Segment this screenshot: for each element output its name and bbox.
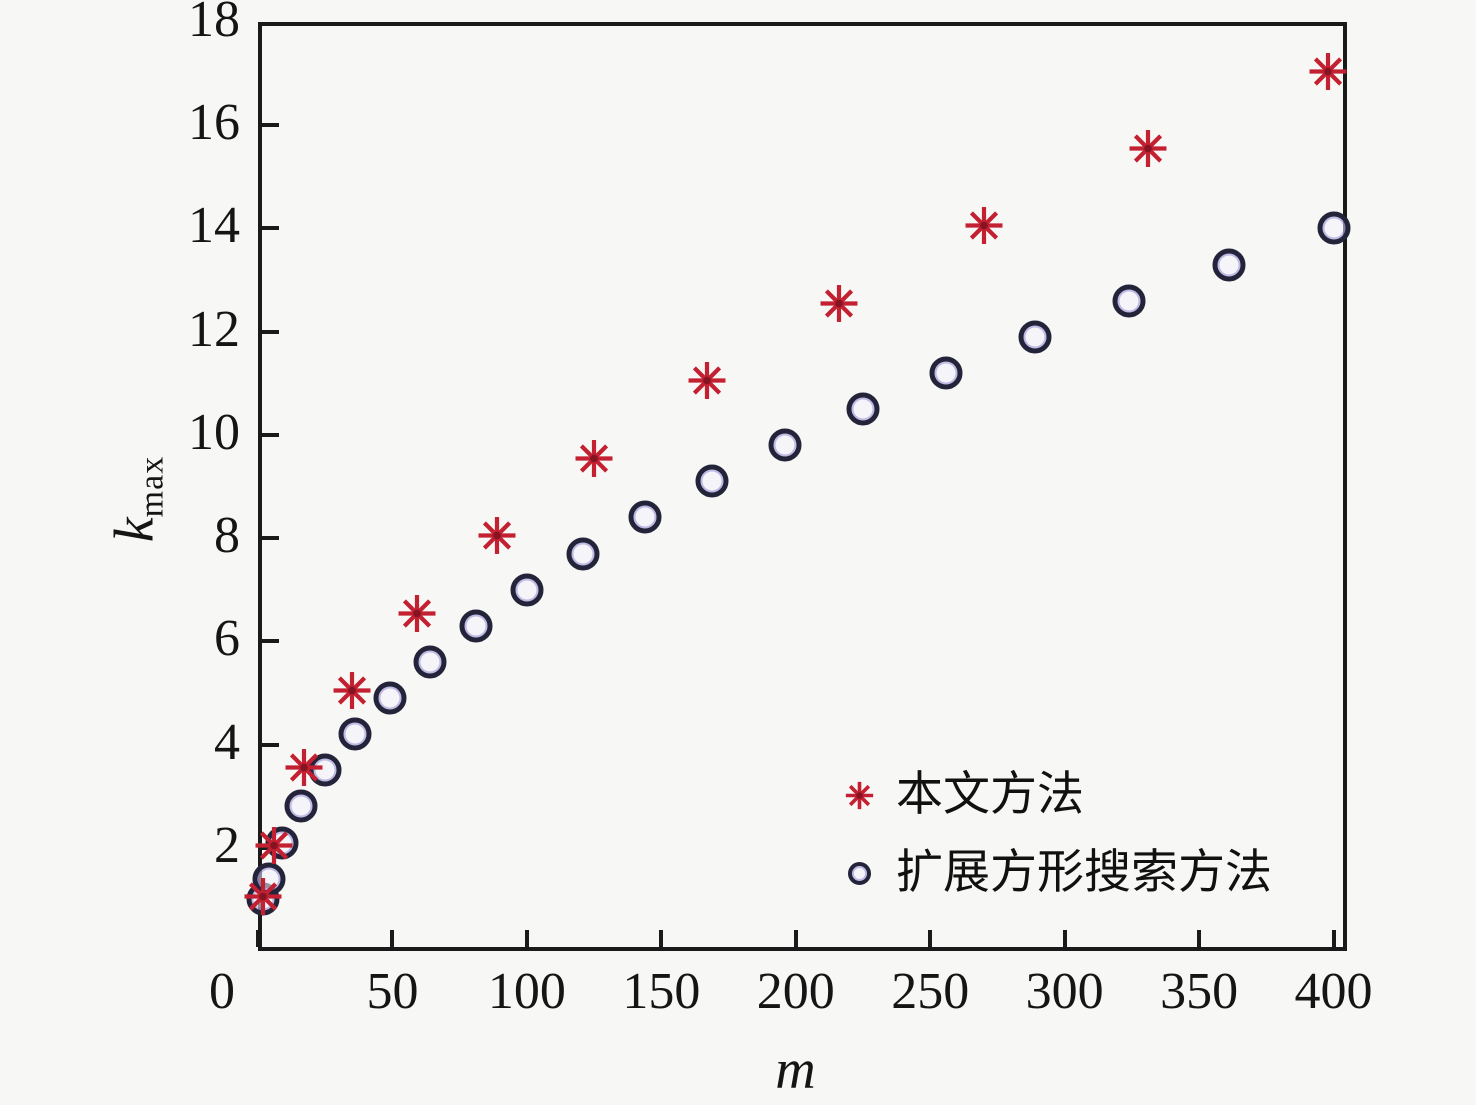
y-tick-mark	[262, 639, 279, 644]
y-tick-mark	[262, 329, 279, 334]
y-axis-label-subscript: max	[133, 455, 171, 517]
data-point-circle	[338, 717, 372, 751]
y-tick-label: 6	[214, 610, 240, 668]
data-point-asterisk	[253, 824, 295, 871]
y-tick-mark	[262, 742, 279, 747]
y-tick-mark	[262, 536, 279, 541]
x-tick-label: 100	[487, 963, 566, 1020]
y-axis-label: kmax	[103, 455, 171, 542]
data-point-asterisk	[331, 669, 373, 716]
data-point-circle	[768, 428, 802, 462]
data-point-asterisk	[1307, 50, 1349, 97]
data-point-asterisk	[396, 592, 438, 639]
y-tick-label: 12	[188, 300, 240, 358]
y-tick-mark	[262, 432, 279, 437]
data-point-circle	[1212, 248, 1246, 282]
data-point-asterisk	[818, 282, 860, 329]
data-point-circle	[929, 356, 963, 390]
x-tick-mark	[390, 930, 395, 947]
x-axis-label: m	[775, 1039, 816, 1101]
y-tick-mark	[262, 226, 279, 231]
data-point-circle	[1317, 211, 1351, 245]
x-tick-mark	[524, 930, 529, 947]
open-circle-marker-icon	[836, 861, 882, 885]
data-point-circle	[510, 573, 544, 607]
x-tick-mark	[256, 930, 260, 947]
x-tick-label: 200	[756, 963, 835, 1020]
x-tick-label: 50	[366, 963, 419, 1020]
data-point-circle	[846, 392, 880, 426]
legend-label-method-2: 扩展方形搜索方法	[896, 846, 1272, 899]
y-tick-label: 2	[214, 816, 240, 874]
x-tick-mark	[1331, 930, 1336, 947]
data-point-asterisk	[242, 876, 284, 923]
data-point-circle	[284, 789, 318, 823]
asterisk-marker-icon	[836, 780, 882, 811]
legend-item-method-2: 扩展方形搜索方法	[836, 834, 1272, 912]
x-tick-label: 400	[1294, 963, 1373, 1020]
y-tick-label: 16	[188, 94, 240, 152]
y-tick-label: 8	[214, 507, 240, 565]
data-point-asterisk	[283, 747, 325, 794]
y-tick-label: 10	[188, 403, 240, 461]
data-point-circle	[628, 500, 662, 534]
data-point-asterisk	[963, 205, 1005, 252]
x-tick-mark	[1197, 930, 1202, 947]
data-point-circle	[695, 464, 729, 498]
x-tick-label: 150	[622, 963, 701, 1020]
x-tick-label: 300	[1025, 963, 1104, 1020]
x-tick-mark	[1062, 930, 1067, 947]
y-tick-mark	[262, 123, 279, 128]
data-point-asterisk	[573, 437, 615, 484]
legend-label-method-1: 本文方法	[896, 768, 1084, 821]
data-point-circle	[1112, 284, 1146, 318]
x-tick-mark	[928, 930, 933, 947]
data-point-circle	[1018, 320, 1052, 354]
data-point-asterisk	[476, 515, 518, 562]
x-tick-label: 0	[209, 963, 235, 1020]
data-point-circle	[373, 681, 407, 715]
data-point-circle	[413, 645, 447, 679]
legend-item-method-1: 本文方法	[836, 756, 1272, 834]
y-tick-label: 18	[188, 0, 240, 48]
x-tick-label: 250	[891, 963, 970, 1020]
data-point-asterisk	[686, 360, 728, 407]
y-tick-label: 4	[214, 713, 240, 771]
x-tick-mark	[793, 930, 798, 947]
legend: 本文方法 扩展方形搜索方法	[836, 756, 1272, 912]
y-axis-label-base: k	[103, 516, 166, 542]
y-tick-label: 14	[188, 197, 240, 255]
plot-frame	[258, 22, 1347, 951]
x-tick-label: 350	[1160, 963, 1239, 1020]
data-point-circle	[459, 609, 493, 643]
x-tick-mark	[659, 930, 664, 947]
data-point-circle	[566, 537, 600, 571]
data-point-asterisk	[1127, 128, 1169, 175]
